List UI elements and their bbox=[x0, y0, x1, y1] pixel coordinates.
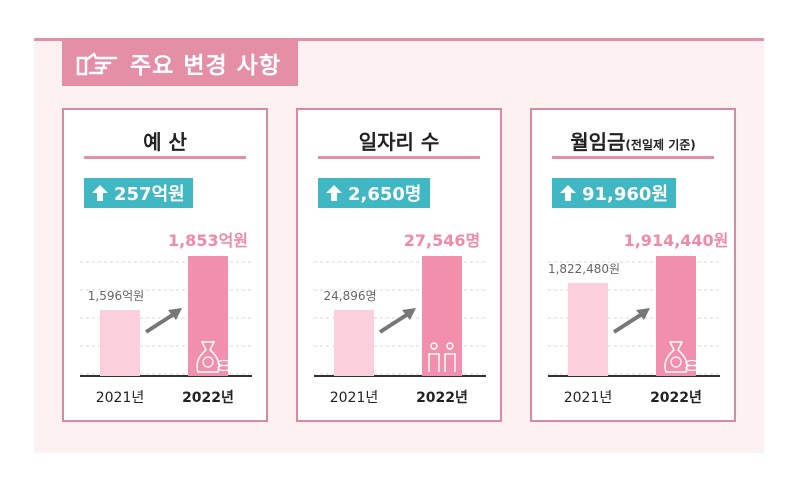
growth-arrow bbox=[144, 312, 176, 334]
card-title: 예 산 bbox=[143, 130, 187, 154]
bar-chart-jobs: 24,896명 2021년 27,546명 2022년 bbox=[314, 231, 486, 406]
bar-chart-wage: 1,822,480원 2021년 1,914,440원 2022년 bbox=[548, 231, 729, 406]
change-badge: 2,650명 bbox=[318, 178, 430, 208]
change-value: 91,960원 bbox=[582, 184, 669, 205]
growth-arrow-head bbox=[168, 308, 182, 320]
data-label: 1,914,440원 bbox=[624, 231, 729, 250]
people-icon bbox=[428, 342, 456, 372]
arrow-up-icon bbox=[560, 185, 576, 201]
card-jobs: 일자리 수 2,650명 24,896명 2021년 27,546명 2022년 bbox=[296, 108, 502, 422]
card-title: 일자리 수 bbox=[358, 130, 440, 154]
growth-arrow bbox=[612, 312, 644, 334]
x-tick-label: 2021년 bbox=[330, 390, 379, 406]
growth-arrow bbox=[378, 312, 410, 334]
bar-2022년 bbox=[422, 256, 462, 376]
card-budget: 예 산 257억원 1,596억원 2021년 1,853억원 2022년 bbox=[62, 108, 268, 422]
money-bag-icon bbox=[196, 341, 231, 373]
x-tick-label: 2022년 bbox=[416, 390, 468, 406]
change-badge: 257억원 bbox=[84, 178, 193, 208]
section-title: 주요 변경 사항 bbox=[130, 53, 281, 79]
pointing-hand-icon bbox=[76, 52, 118, 76]
data-label: 27,546명 bbox=[404, 231, 480, 250]
data-label: 1,596억원 bbox=[88, 289, 144, 303]
card-wage: 월임금(전일제 기준) 91,960원 1,822,480원 2021년 1,914… bbox=[530, 108, 736, 422]
title-divider bbox=[84, 156, 246, 159]
bar-2021년 bbox=[334, 309, 374, 376]
money-bag-icon bbox=[664, 341, 699, 373]
x-tick-label: 2022년 bbox=[650, 390, 702, 406]
data-label: 1,822,480원 bbox=[548, 262, 620, 276]
bar-2022년 bbox=[188, 256, 228, 376]
bar-2021년 bbox=[100, 310, 140, 376]
bar-2021년 bbox=[568, 282, 608, 376]
arrow-up-icon bbox=[92, 185, 108, 201]
card-title: 월임금(전일제 기준) bbox=[570, 130, 696, 154]
growth-arrow-head bbox=[636, 308, 650, 320]
growth-arrow-head bbox=[402, 308, 416, 320]
change-badge: 91,960원 bbox=[552, 178, 677, 208]
data-label: 1,853억원 bbox=[168, 231, 248, 250]
x-tick-label: 2021년 bbox=[96, 390, 145, 406]
bar-2022년 bbox=[656, 256, 696, 376]
x-tick-label: 2021년 bbox=[564, 390, 613, 406]
title-divider bbox=[318, 156, 480, 159]
arrow-up-icon bbox=[326, 185, 342, 201]
section-header: 주요 변경 사항 bbox=[62, 40, 298, 86]
change-value: 257억원 bbox=[114, 184, 185, 205]
data-label: 24,896명 bbox=[323, 289, 376, 303]
change-value: 2,650명 bbox=[348, 184, 422, 205]
bar-chart-budget: 1,596억원 2021년 1,853억원 2022년 bbox=[80, 231, 252, 406]
x-tick-label: 2022년 bbox=[182, 390, 234, 406]
title-divider bbox=[552, 156, 714, 159]
